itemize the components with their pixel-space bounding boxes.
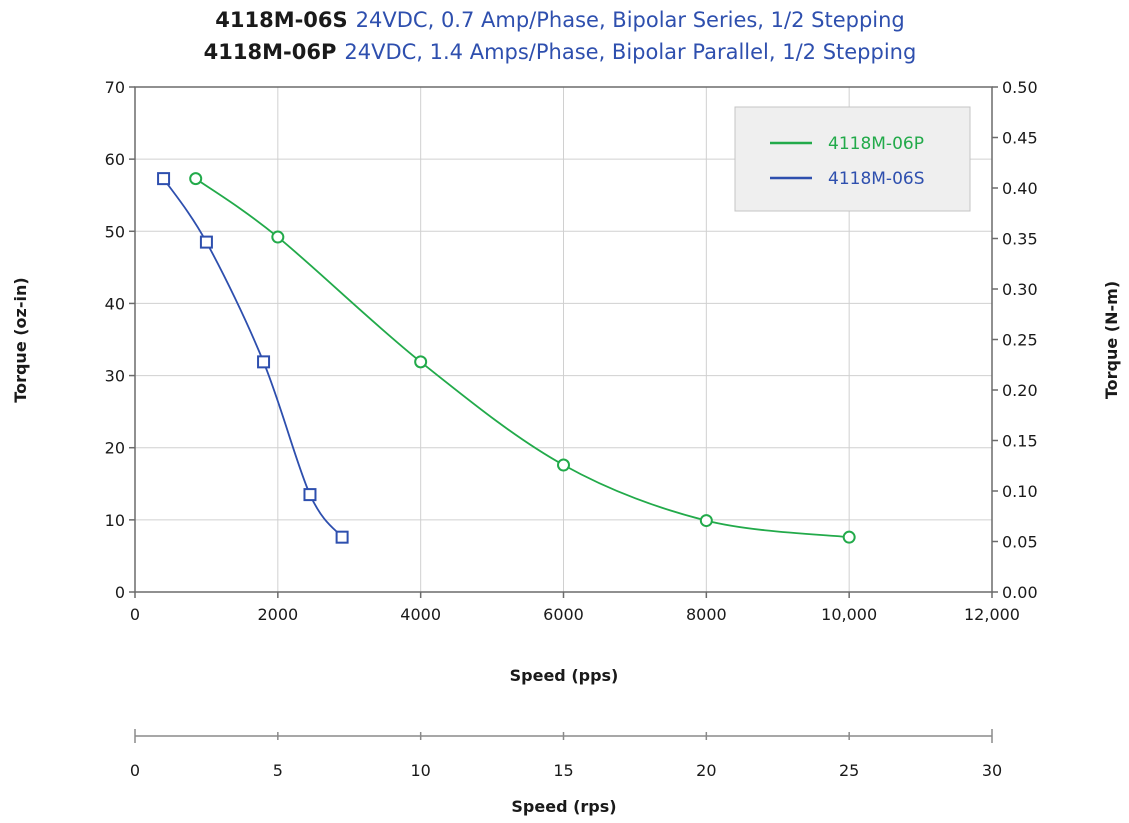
x2-tick-label: 30 bbox=[982, 761, 1002, 780]
y2-tick-label: 0.20 bbox=[1002, 381, 1038, 400]
legend: 4118M-06P 4118M-06S bbox=[734, 106, 971, 212]
y-tick-label: 70 bbox=[105, 78, 125, 97]
y2-axis-ticks: 0.00 0.05 0.10 0.15 0.20 0.25 0.30 0.35 0.40 0.45… bbox=[992, 78, 1038, 602]
y2-tick-label: 0.45 bbox=[1002, 129, 1038, 148]
x-tick-label: 4000 bbox=[400, 605, 441, 624]
x2-tick-label: 25 bbox=[839, 761, 859, 780]
x-tick-label: 2000 bbox=[257, 605, 298, 624]
data-point-4118m-06p bbox=[271, 230, 285, 244]
data-point-4118m-06p bbox=[557, 458, 570, 472]
chart-title: 4118M-06S 24VDC, 0.7 Amp/Phase, Bipolar S… bbox=[204, 8, 917, 64]
data-point-4118m-06p bbox=[699, 514, 713, 528]
x2-axis-title: Speed (rps) bbox=[511, 797, 616, 816]
title-line-1-model: 4118M-06S bbox=[215, 8, 347, 32]
y2-axis-title: Torque (N-m) bbox=[1102, 281, 1121, 399]
y-tick-label: 30 bbox=[105, 367, 125, 386]
title-line-1-desc: 24VDC, 0.7 Amp/Phase, Bipolar Series, 1/… bbox=[356, 8, 905, 32]
legend-box bbox=[734, 106, 971, 212]
x2-tick-label: 5 bbox=[273, 761, 283, 780]
y-axis-ticks: 0 10 20 30 40 50 60 70 bbox=[105, 78, 135, 602]
y2-tick-label: 0.05 bbox=[1002, 533, 1038, 552]
x-tick-label: 12,000 bbox=[964, 605, 1020, 624]
x2-tick-label: 0 bbox=[130, 761, 140, 780]
secondary-x-axis: 0 5 10 15 20 25 30 bbox=[130, 729, 1002, 780]
data-point-4118m-06p bbox=[189, 172, 203, 186]
series-line-4118m-06s bbox=[162, 178, 343, 538]
data-point-4118m-06p bbox=[414, 355, 428, 369]
data-point-4118m-06s bbox=[303, 488, 317, 502]
y2-tick-label: 0.50 bbox=[1002, 78, 1038, 97]
y-tick-label: 10 bbox=[105, 511, 125, 530]
series-line-4118m-06p bbox=[195, 177, 850, 539]
y2-tick-label: 0.10 bbox=[1002, 482, 1038, 501]
y2-tick-label: 0.40 bbox=[1002, 179, 1038, 198]
x-tick-label: 6000 bbox=[543, 605, 584, 624]
data-series bbox=[157, 172, 856, 544]
y2-tick-label: 0.15 bbox=[1002, 432, 1038, 451]
y2-tick-label: 0.25 bbox=[1002, 331, 1038, 350]
x-axis-title: Speed (pps) bbox=[510, 666, 619, 685]
data-point-4118m-06s bbox=[335, 530, 349, 544]
y-tick-label: 20 bbox=[105, 439, 125, 458]
grid-lines bbox=[135, 87, 992, 592]
y2-tick-label: 0.30 bbox=[1002, 280, 1038, 299]
x-tick-label: 10,000 bbox=[821, 605, 877, 624]
y-tick-label: 0 bbox=[115, 583, 125, 602]
y2-tick-label: 0.00 bbox=[1002, 583, 1038, 602]
data-point-4118m-06s bbox=[257, 355, 271, 369]
y-axis-title: Torque (oz-in) bbox=[11, 277, 30, 402]
y-tick-label: 60 bbox=[105, 150, 125, 169]
data-point-4118m-06p bbox=[842, 530, 856, 544]
x2-tick-label: 20 bbox=[696, 761, 716, 780]
x2-tick-label: 15 bbox=[553, 761, 573, 780]
x-axis-ticks: 0 2000 4000 6000 8000 10,000 12,000 bbox=[130, 592, 1020, 624]
x-tick-label: 8000 bbox=[686, 605, 727, 624]
data-point-4118m-06s bbox=[157, 172, 171, 186]
data-point-4118m-06s bbox=[199, 235, 213, 249]
x2-tick-label: 10 bbox=[410, 761, 430, 780]
y-tick-label: 50 bbox=[105, 222, 125, 241]
y2-tick-label: 0.35 bbox=[1002, 230, 1038, 249]
legend-label-06s: 4118M-06S bbox=[828, 169, 925, 189]
title-line-2-desc: 24VDC, 1.4 Amps/Phase, Bipolar Parallel,… bbox=[344, 40, 916, 64]
title-line-2: 4118M-06P 24VDC, 1.4 Amps/Phase, Bipolar … bbox=[204, 40, 917, 64]
x-tick-label: 0 bbox=[130, 605, 140, 624]
title-line-2-model: 4118M-06P bbox=[204, 40, 337, 64]
title-line-1: 4118M-06S 24VDC, 0.7 Amp/Phase, Bipolar S… bbox=[215, 8, 905, 32]
y-tick-label: 40 bbox=[105, 294, 125, 313]
legend-label-06p: 4118M-06P bbox=[828, 134, 924, 154]
